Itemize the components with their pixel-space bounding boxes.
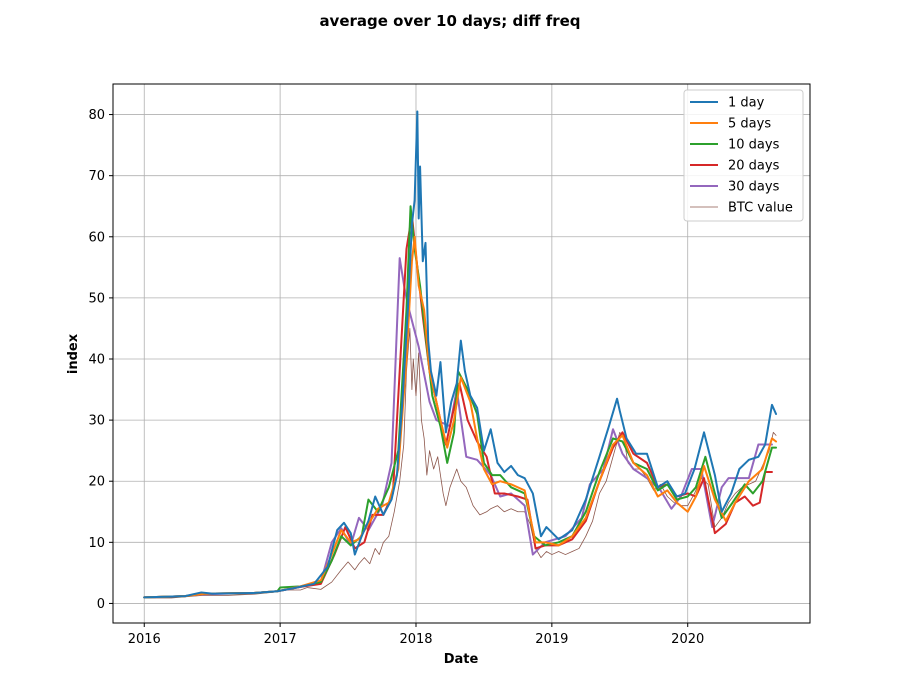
legend-label: 10 days [728,138,780,153]
x-ticks: 2016 2017 2018 2019 2020 [128,623,704,647]
legend-label: 30 days [728,180,780,195]
legend: 1 day 5 days 10 days 20 days 30 days BTC valu… [683,89,804,222]
series-layer [143,110,778,599]
y-axis-label: index [66,333,81,374]
x-tick-label: 2020 [671,632,704,647]
plot-frame [112,83,811,624]
legend-items: 1 day 5 days 10 days 20 days 30 days BTC valu… [690,96,793,216]
legend-label: 5 days [728,117,771,132]
y-tick-label: 20 [88,475,105,490]
x-tick-label: 2016 [128,632,161,647]
series-line-10-days [143,205,778,599]
series-line-30-days [143,257,773,599]
y-tick-label: 60 [88,230,105,245]
y-tick-label: 40 [88,353,105,368]
x-tick-label: 2017 [264,632,297,647]
y-tick-label: 50 [88,291,105,306]
series-line-btc-value [143,328,777,599]
x-tick-label: 2019 [535,632,568,647]
y-tick-label: 0 [97,597,105,612]
x-tick-label: 2018 [399,632,432,647]
y-tick-label: 30 [88,414,105,429]
series-line-20-days [143,214,773,599]
series-line-1-day [143,110,778,599]
y-tick-label: 10 [88,536,105,551]
legend-label: 1 day [728,96,765,111]
legend-label: 20 days [728,159,780,174]
x-axis-label: Date [444,652,479,667]
legend-label: BTC value [728,201,793,216]
y-tick-label: 70 [88,169,105,184]
chart-title: average over 10 days; diff freq [319,12,580,30]
y-ticks: 0 10 20 30 40 50 60 70 80 [88,108,113,612]
y-tick-label: 80 [88,108,105,123]
